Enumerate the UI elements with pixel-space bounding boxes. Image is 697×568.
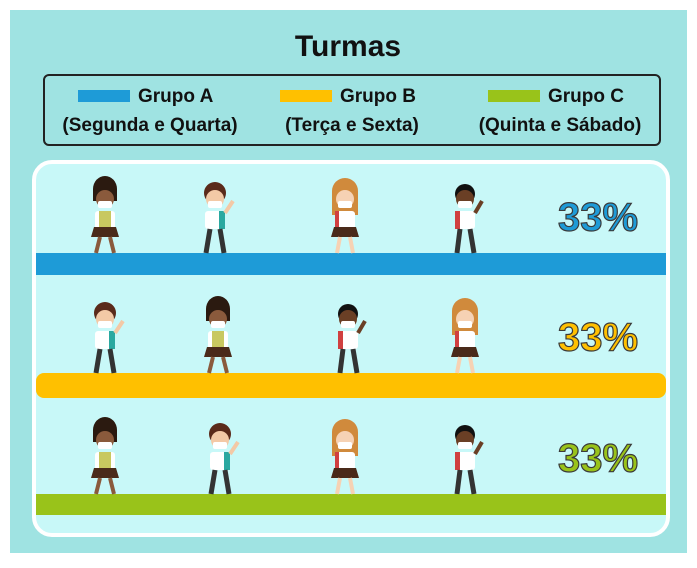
- legend-swatch: [488, 90, 540, 102]
- percent: 33%: [558, 196, 638, 240]
- legend-schedule: (Quinta e Sábado): [479, 115, 642, 136]
- legend-schedule: (Segunda e Quarta): [62, 115, 237, 136]
- title: Turmas: [295, 30, 401, 63]
- stripe: [36, 373, 666, 398]
- legend-swatch: [280, 90, 332, 102]
- percent: 33%: [558, 437, 638, 481]
- stripe: [36, 253, 666, 275]
- legend-swatch: [78, 90, 130, 102]
- legend-name: Grupo A: [138, 86, 214, 107]
- stripe: [36, 494, 666, 515]
- infographic: Turmas Grupo A (Segunda e Quarta) Grupo B (…: [0, 0, 697, 563]
- legend-name: Grupo B: [340, 86, 416, 107]
- legend-name: Grupo C: [548, 86, 624, 107]
- legend-schedule: (Terça e Sexta): [285, 115, 419, 136]
- percent: 33%: [558, 316, 638, 360]
